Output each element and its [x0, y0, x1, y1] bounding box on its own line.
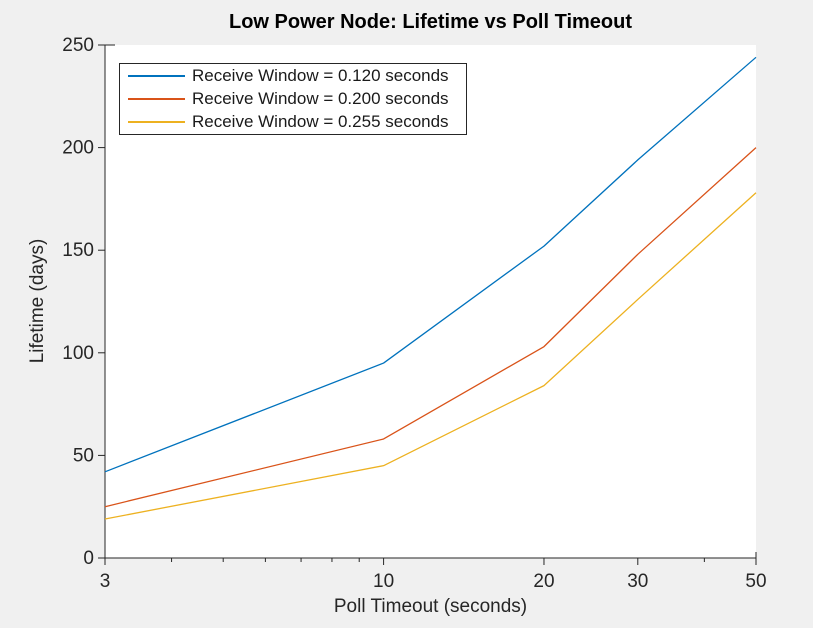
- chart-title: Low Power Node: Lifetime vs Poll Timeout: [228, 11, 633, 33]
- x-tick-label: 3: [100, 571, 111, 592]
- legend-line-swatch: [128, 98, 185, 100]
- legend-label: Receive Window = 0.200 seconds: [192, 89, 449, 108]
- x-tick-label: 30: [627, 571, 648, 592]
- legend-line-swatch: [128, 121, 185, 123]
- y-tick-label: 250: [62, 35, 94, 56]
- legend-entry: Receive Window = 0.255 seconds: [120, 111, 466, 134]
- series-line-2: [104, 192, 757, 520]
- y-tick-label: 50: [73, 445, 94, 466]
- legend: Receive Window = 0.120 seconds Receive W…: [119, 63, 467, 135]
- x-tick-label: 10: [373, 571, 394, 592]
- series-line-0: [104, 56, 757, 473]
- x-axis-label: Poll Timeout (seconds): [333, 596, 528, 617]
- legend-entry: Receive Window = 0.200 seconds: [120, 88, 466, 111]
- legend-line-swatch: [128, 75, 185, 77]
- x-tick-label: 50: [745, 571, 766, 592]
- y-axis-label: Lifetime (days): [27, 238, 48, 364]
- legend-entry: Receive Window = 0.120 seconds: [120, 65, 466, 88]
- series-line-1: [104, 147, 757, 508]
- legend-label: Receive Window = 0.255 seconds: [192, 112, 449, 131]
- y-tick-label: 200: [62, 138, 94, 159]
- y-tick-label: 0: [83, 548, 94, 569]
- legend-label: Receive Window = 0.120 seconds: [192, 66, 449, 85]
- y-tick-label: 150: [62, 240, 94, 261]
- x-tick-label: 20: [533, 571, 554, 592]
- y-tick-label: 100: [62, 343, 94, 364]
